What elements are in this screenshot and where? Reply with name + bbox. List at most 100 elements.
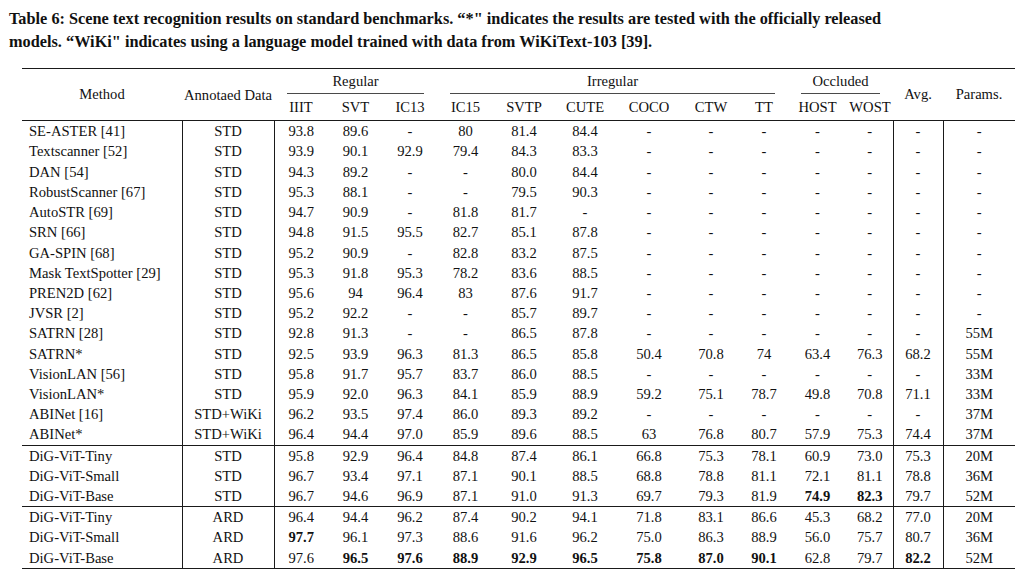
method-cell: PREN2D [62] (22, 283, 182, 303)
value-cell: 84.4 (554, 121, 616, 142)
value-cell: 91.3 (554, 486, 616, 507)
value-cell: 88.9 (740, 527, 788, 547)
value-cell: - (847, 141, 893, 161)
value-cell: 52M (943, 486, 1015, 507)
value-cell: 71.8 (616, 507, 682, 528)
table-row: RobustScanner [67]STD95.388.1--79.590.3-… (22, 182, 1015, 202)
table-row: VisionLAN [56]STD95.891.795.783.786.088.… (22, 364, 1015, 384)
value-cell: 95.2 (274, 243, 328, 263)
value-cell: 82.7 (437, 222, 494, 242)
value-cell: 81.1 (740, 466, 788, 486)
value-cell: - (847, 404, 893, 424)
value-cell: 97.6 (383, 548, 437, 569)
value-cell: 96.4 (383, 445, 437, 466)
value-cell: - (383, 202, 437, 222)
header-dataset-coco: COCO (616, 95, 682, 121)
value-cell: 80.0 (494, 162, 554, 182)
value-cell: 93.4 (328, 466, 383, 486)
value-cell: 91.3 (328, 323, 383, 343)
method-cell: ABINet [16] (22, 404, 182, 424)
value-cell: 70.8 (682, 344, 740, 364)
group-underline-occluded (801, 93, 880, 94)
header-dataset-ctw: CTW (682, 95, 740, 121)
value-cell: - (847, 243, 893, 263)
header-dataset-ic13: IC13 (383, 95, 437, 121)
header-group-regular: Regular (274, 69, 437, 96)
header-annotated-data: Annotaed Data (182, 69, 274, 121)
table-row: Mask TextSpotter [29]STD95.391.895.378.2… (22, 263, 1015, 283)
table-row: DiG-ViT-TinyARD96.494.496.287.490.294.17… (22, 507, 1015, 528)
group-label-regular: Regular (274, 71, 437, 91)
annotated-data-cell: STD (182, 222, 274, 242)
value-cell: - (893, 404, 943, 424)
value-cell: 91.5 (328, 222, 383, 242)
value-cell: - (682, 263, 740, 283)
value-cell: 86.1 (554, 445, 616, 466)
value-cell: - (943, 263, 1015, 283)
value-cell: 83.1 (682, 507, 740, 528)
value-cell: 55M (943, 323, 1015, 343)
value-cell: 92.5 (274, 344, 328, 364)
value-cell: 86.5 (494, 344, 554, 364)
table-row: DiG-ViT-SmallARD97.796.197.388.691.696.2… (22, 527, 1015, 547)
value-cell: - (383, 323, 437, 343)
annotated-data-cell: ARD (182, 507, 274, 528)
method-cell: DiG-ViT-Base (22, 486, 182, 507)
group-label-occluded: Occluded (788, 71, 893, 91)
header-avg: Avg. (893, 69, 943, 121)
value-cell: 37M (943, 404, 1015, 424)
method-cell: DiG-ViT-Small (22, 527, 182, 547)
value-cell: - (740, 222, 788, 242)
value-cell: - (682, 202, 740, 222)
value-cell: - (740, 404, 788, 424)
value-cell: - (788, 323, 847, 343)
annotated-data-cell: STD (182, 344, 274, 364)
value-cell: - (616, 182, 682, 202)
value-cell: - (788, 141, 847, 161)
value-cell: 86.6 (740, 507, 788, 528)
group-underline-regular (287, 93, 424, 94)
value-cell: 56.0 (788, 527, 847, 547)
value-cell: 94.3 (274, 162, 328, 182)
value-cell: 76.3 (847, 344, 893, 364)
value-cell: 91.6 (494, 527, 554, 547)
table-row: ABINet [16]STD+WiKi96.293.597.486.089.38… (22, 404, 1015, 424)
annotated-data-cell: STD (182, 141, 274, 161)
value-cell: 86.3 (682, 527, 740, 547)
value-cell: 79.7 (893, 486, 943, 507)
method-cell: GA-SPIN [68] (22, 243, 182, 263)
value-cell: 81.3 (437, 344, 494, 364)
value-cell: 97.1 (383, 466, 437, 486)
value-cell: 83 (437, 283, 494, 303)
value-cell: 96.2 (383, 507, 437, 528)
value-cell: - (682, 182, 740, 202)
value-cell: - (682, 364, 740, 384)
value-cell: 83.3 (554, 141, 616, 161)
value-cell: 94.6 (328, 486, 383, 507)
value-cell: 96.5 (328, 548, 383, 569)
value-cell: 80.7 (893, 527, 943, 547)
value-cell: - (893, 202, 943, 222)
value-cell: 82.2 (893, 548, 943, 569)
table-row: SATRN*STD92.593.996.381.386.585.850.470.… (22, 344, 1015, 364)
value-cell: 82.3 (847, 486, 893, 507)
value-cell: 77.0 (893, 507, 943, 528)
value-cell: 89.3 (494, 404, 554, 424)
value-cell: 75.0 (616, 527, 682, 547)
value-cell: 80.7 (740, 424, 788, 445)
value-cell: - (788, 121, 847, 142)
annotated-data-cell: STD+WiKi (182, 424, 274, 445)
value-cell: 75.3 (682, 445, 740, 466)
value-cell: 78.2 (437, 263, 494, 283)
table-header: Method Annotaed Data Regular Irregular O… (22, 69, 1015, 121)
value-cell: 88.9 (437, 548, 494, 569)
value-cell: 85.7 (494, 303, 554, 323)
method-cell: Textscanner [52] (22, 141, 182, 161)
value-cell: 97.3 (383, 527, 437, 547)
value-cell: 94 (328, 283, 383, 303)
value-cell: - (437, 303, 494, 323)
value-cell: - (943, 141, 1015, 161)
method-cell: DiG-ViT-Tiny (22, 445, 182, 466)
value-cell: 92.2 (328, 303, 383, 323)
annotated-data-cell: STD (182, 384, 274, 404)
